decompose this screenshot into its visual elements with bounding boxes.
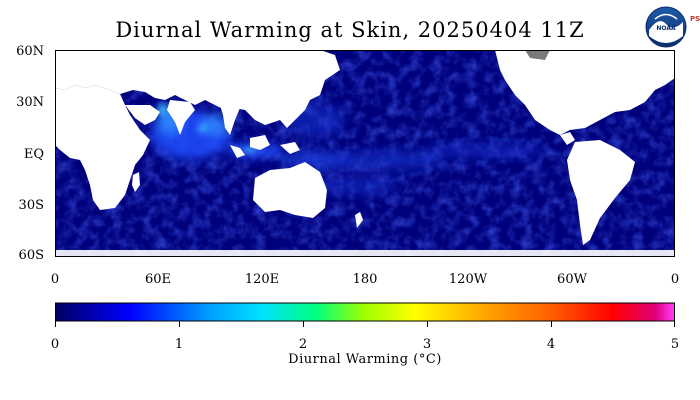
lon-label-0: 0: [50, 272, 60, 287]
colorbar-tick-2: 2: [298, 337, 308, 352]
lat-label-60n: 60N: [16, 44, 44, 59]
colorbar-title: Diurnal Warming (°C): [288, 352, 442, 367]
lat-label-60s: 60S: [18, 248, 44, 263]
colorbar-tick-5: 5: [670, 337, 680, 352]
lon-label-0-east: 0: [670, 272, 680, 287]
colorbar: [55, 302, 675, 327]
map-title: Diurnal Warming at Skin, 20250404 11Z: [115, 18, 585, 42]
lon-label-60w: 60W: [557, 272, 587, 287]
lat-label-30s: 30S: [18, 198, 44, 213]
svg-text:NOAA: NOAA: [656, 25, 676, 32]
noaa-logo-icon: NOAA: [645, 6, 687, 48]
lon-label-180: 180: [352, 272, 378, 287]
colorbar-tick-0: 0: [50, 337, 60, 352]
lon-label-120e: 120E: [244, 272, 280, 287]
lat-label-eq: EQ: [23, 147, 44, 162]
lon-label-120w: 120W: [448, 272, 488, 287]
colorbar-tick-4: 4: [546, 337, 556, 352]
colorbar-tick-1: 1: [174, 337, 184, 352]
land-mask: [55, 50, 675, 257]
psl-label: PSL: [690, 15, 700, 23]
colorbar-tick-3: 3: [422, 337, 432, 352]
lon-label-60e: 60E: [144, 272, 172, 287]
diurnal-warming-map: [55, 50, 675, 257]
lat-label-30n: 30N: [16, 95, 44, 110]
